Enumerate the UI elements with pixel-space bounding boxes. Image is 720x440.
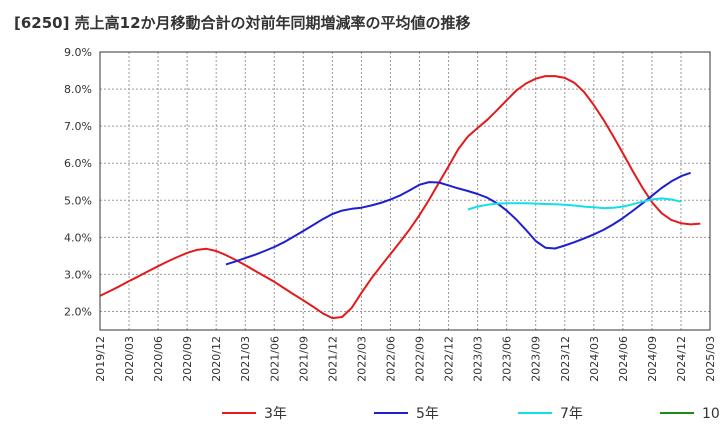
x-tick-label: 2024/12	[675, 336, 688, 382]
y-tick-label: 4.0%	[64, 231, 92, 244]
legend-label-1: 5年	[416, 406, 439, 422]
x-tick-label: 2023/06	[501, 336, 514, 382]
series-lines	[99, 75, 701, 320]
legend: 3年 5年 7年 10年	[222, 406, 720, 422]
x-tick-label: 2022/09	[414, 336, 427, 382]
x-tick-label: 2023/12	[559, 336, 572, 382]
x-tick-label: 2020/12	[210, 336, 223, 382]
x-tick-label: 2022/06	[384, 336, 397, 382]
legend-label-0: 3年	[264, 406, 287, 422]
series-line-0	[99, 75, 701, 320]
y-tick-label: 8.0%	[64, 83, 92, 96]
x-tick-label: 2024/06	[617, 336, 630, 382]
x-tick-label: 2020/03	[123, 336, 136, 382]
y-tick-label: 6.0%	[64, 157, 92, 170]
x-tick-label: 2020/09	[181, 336, 194, 382]
x-tick-label: 2023/03	[472, 336, 485, 382]
x-tick-label: 2021/06	[268, 336, 281, 382]
y-axis-ticks: 2.0% 3.0% 4.0% 5.0% 6.0% 7.0% 8.0% 9.0%	[64, 46, 92, 318]
series-line-2	[467, 197, 682, 211]
y-tick-label: 7.0%	[64, 120, 92, 133]
y-tick-label: 5.0%	[64, 194, 92, 207]
x-tick-label: 2022/03	[355, 336, 368, 382]
legend-label-3: 10年	[702, 406, 720, 422]
chart-title: [6250] 売上高12か月移動合計の対前年同期増減率の平均値の推移	[14, 14, 471, 32]
x-tick-label: 2021/12	[326, 336, 339, 382]
x-tick-label: 2024/03	[588, 336, 601, 382]
series-line-1	[225, 171, 691, 266]
x-tick-label: 2021/09	[297, 336, 310, 382]
x-tick-label: 2024/09	[646, 336, 659, 382]
y-tick-label: 9.0%	[64, 46, 92, 59]
x-tick-label: 2020/06	[152, 336, 165, 382]
x-tick-label: 2023/09	[530, 336, 543, 382]
x-axis-ticks: 2019/12 2020/03 2020/06 2020/09 2020/12 2021/…	[94, 336, 717, 382]
y-tick-label: 2.0%	[64, 305, 92, 318]
plot-frame	[99, 51, 711, 331]
legend-label-2: 7年	[560, 406, 583, 422]
grid	[100, 51, 710, 330]
y-tick-label: 3.0%	[64, 268, 92, 281]
x-tick-label: 2022/12	[443, 336, 456, 382]
x-tick-label: 2025/03	[704, 336, 717, 382]
x-tick-label: 2019/12	[94, 336, 107, 382]
x-tick-label: 2021/03	[239, 336, 252, 382]
